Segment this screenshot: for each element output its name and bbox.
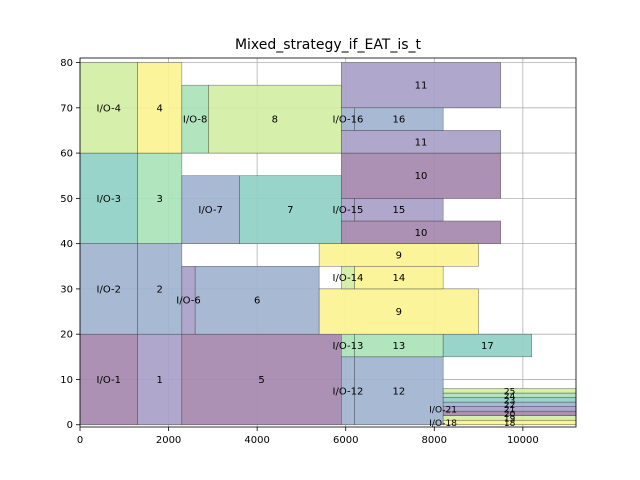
- rect-label-6: 6: [254, 296, 260, 307]
- y-tick-label: 50: [60, 194, 73, 205]
- rect-11: [341, 62, 501, 109]
- x-tick-label: 6000: [333, 435, 358, 446]
- rect-label-15: 15: [392, 205, 405, 216]
- rect-label-11: 11: [415, 81, 428, 92]
- x-tick-label: 2000: [156, 435, 181, 446]
- rect-label-9: 9: [396, 307, 402, 318]
- rect-label-13: 13: [392, 341, 405, 352]
- x-tick-label: 10000: [507, 435, 539, 446]
- rect-label-10: 10: [415, 228, 428, 239]
- rect-label-7: 7: [287, 205, 293, 216]
- axis-ticks: 0 2000 4000 6000 8000 10000 0 10 20 30 40 50 60 70 80: [60, 58, 538, 446]
- rect-10: [341, 152, 501, 199]
- rect-label-i-o-18: I/O-18: [429, 419, 457, 429]
- rect-label-i-o-12: I/O-12: [333, 386, 364, 397]
- rect-label-18: 18: [504, 419, 516, 429]
- rect-label-2: 2: [157, 284, 163, 295]
- rect-label-i-o-6: I/O-6: [176, 296, 200, 307]
- rect-2: [137, 243, 183, 335]
- y-tick-label: 20: [60, 330, 73, 341]
- rect-label-i-o-4: I/O-4: [97, 103, 121, 114]
- rect-i-o-1: [79, 333, 138, 425]
- rect-i-o-8: [181, 84, 209, 154]
- rect-label-12: 12: [392, 386, 405, 397]
- rectangle-labels: I/O-1 1 5I/O-2 2I/O-3 3I/O-4 4I/O-6 6I/O-7 7I/O…: [97, 81, 516, 429]
- y-tick-label: 70: [60, 103, 73, 114]
- rect-label-3: 3: [157, 194, 163, 205]
- rect-i-o-2: [79, 243, 138, 335]
- rect-8: [208, 84, 342, 154]
- x-tick-label: 8000: [422, 435, 447, 446]
- chart-title: Mixed_strategy_if_EAT_is_t: [235, 37, 422, 53]
- rect-label-1: 1: [157, 375, 163, 386]
- rect-i-o-3: [79, 152, 138, 244]
- rect-5: [181, 333, 342, 425]
- x-tick-label: 4000: [244, 435, 269, 446]
- rect-label-i-o-21: I/O-21: [429, 405, 457, 415]
- y-tick-label: 0: [67, 420, 73, 431]
- rect-7: [239, 175, 342, 244]
- rect-label-i-o-1: I/O-1: [97, 375, 121, 386]
- axes-frame: [79, 57, 577, 428]
- rect-4: [137, 62, 183, 154]
- rect-label-5: 5: [258, 375, 264, 386]
- y-tick-label: 10: [60, 375, 73, 386]
- y-tick-label: 40: [60, 239, 73, 250]
- y-tick-label: 30: [60, 284, 73, 295]
- rect-label-i-o-8: I/O-8: [183, 115, 207, 126]
- y-tick-label: 80: [60, 58, 73, 69]
- rect-label-4: 4: [157, 103, 163, 114]
- rect-label-11: 11: [415, 137, 428, 148]
- rect-label-25: 25: [504, 387, 515, 397]
- rect-i-o-7: [181, 175, 240, 244]
- rect-label-23: 23: [504, 396, 515, 406]
- rect-i-o-4: [79, 62, 138, 154]
- rect-label-22: 22: [504, 401, 515, 411]
- rectangles: [79, 62, 577, 425]
- y-tick-label: 60: [60, 149, 73, 160]
- rect-label-i-o-3: I/O-3: [97, 194, 121, 205]
- rect-label-16: 16: [392, 115, 405, 126]
- rect-label-10: 10: [415, 171, 428, 182]
- rect-17: [442, 333, 532, 358]
- rect-label-21: 21: [504, 405, 515, 415]
- x-tick-label: 0: [77, 435, 83, 446]
- rect-label-i-o-16: I/O-16: [333, 115, 364, 126]
- rect-9: [318, 288, 479, 335]
- rect-label-8: 8: [272, 115, 278, 126]
- rect-label-17: 17: [481, 341, 494, 352]
- rect-6: [194, 266, 320, 335]
- rect-12: [354, 356, 444, 425]
- rect-label-i-o-7: I/O-7: [198, 205, 222, 216]
- rect-label-i-o-15: I/O-15: [333, 205, 364, 216]
- rect-label-i-o-2: I/O-2: [97, 284, 121, 295]
- rect-label-14: 14: [392, 273, 405, 284]
- rect-label-i-o-13: I/O-13: [333, 341, 364, 352]
- rect-label-9: 9: [396, 250, 402, 261]
- rect-label-i-o-14: I/O-14: [333, 273, 364, 284]
- rect-label-19: 19: [504, 414, 516, 424]
- rect-label-24: 24: [504, 392, 516, 402]
- rect-label-20: 20: [504, 410, 516, 420]
